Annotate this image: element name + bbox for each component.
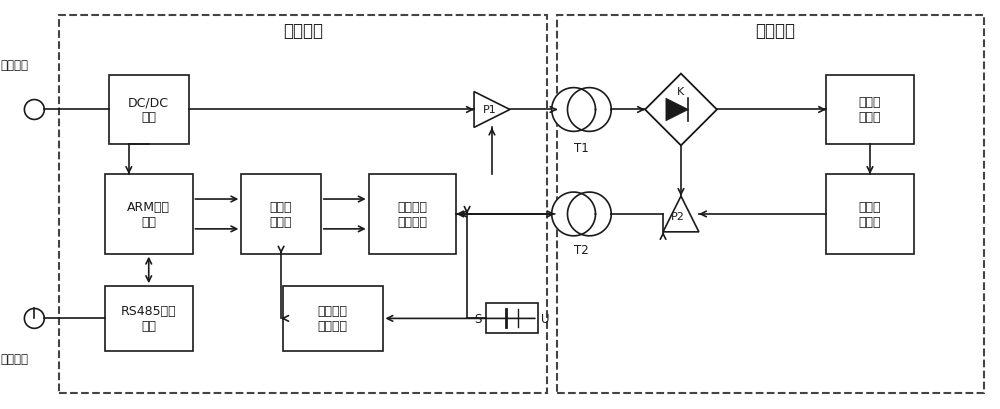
Text: 应变电
阵电桥: 应变电 阵电桥 — [859, 96, 881, 124]
Text: 转子系统: 转子系统 — [755, 22, 795, 40]
Bar — [369, 175, 456, 254]
Circle shape — [567, 88, 611, 132]
Circle shape — [567, 193, 611, 236]
Bar — [486, 304, 538, 333]
Text: 转速信号
调理单元: 转速信号 调理单元 — [318, 305, 348, 333]
Polygon shape — [645, 74, 717, 146]
Text: T2: T2 — [574, 244, 589, 256]
Bar — [109, 76, 189, 145]
Bar — [557, 16, 984, 393]
Text: 电源输入: 电源输入 — [0, 59, 28, 72]
Text: U: U — [541, 312, 550, 325]
Text: 信号转
换电路: 信号转 换电路 — [270, 200, 292, 228]
Text: S: S — [475, 312, 482, 325]
Bar — [59, 16, 547, 393]
Text: 定子系统: 定子系统 — [283, 22, 323, 40]
Bar — [241, 175, 321, 254]
Circle shape — [552, 88, 595, 132]
Text: RS485通信
接口: RS485通信 接口 — [121, 305, 177, 333]
Text: T1: T1 — [574, 142, 589, 155]
Text: 频率失真
校正电路: 频率失真 校正电路 — [397, 200, 427, 228]
Bar — [283, 286, 383, 351]
Text: 信号输出: 信号输出 — [0, 352, 28, 365]
Bar — [105, 175, 193, 254]
Text: P1: P1 — [483, 105, 497, 115]
Text: DC/DC
单元: DC/DC 单元 — [128, 96, 169, 124]
Bar — [826, 76, 914, 145]
Text: ARM微控
制器: ARM微控 制器 — [127, 200, 170, 228]
Bar — [826, 175, 914, 254]
Text: 信号变
换单元: 信号变 换单元 — [859, 200, 881, 228]
Polygon shape — [666, 99, 688, 121]
Text: K: K — [677, 87, 685, 97]
Bar — [105, 286, 193, 351]
Text: P2: P2 — [671, 211, 685, 221]
Circle shape — [552, 193, 595, 236]
